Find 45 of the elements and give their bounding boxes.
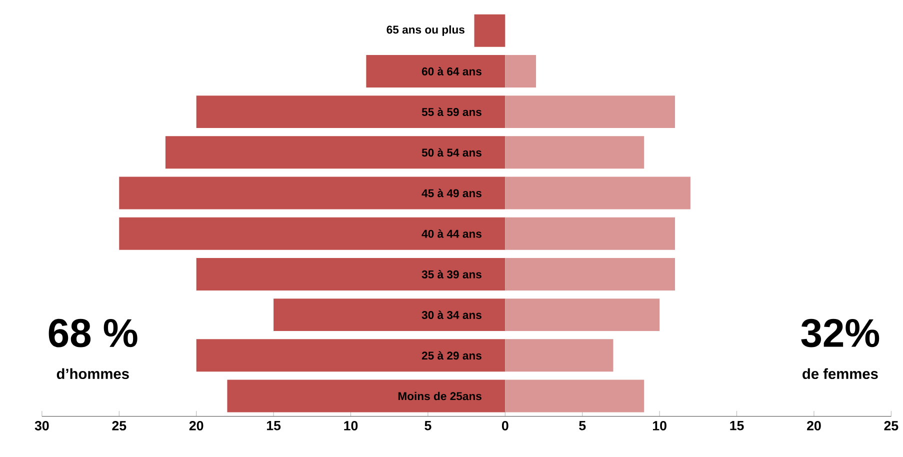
y-tick-label: 40 à 44 ans [422,229,482,238]
bar [119,176,506,210]
y-tick-label: 45 à 49 ans [422,188,482,198]
annotation: d’hommes [56,368,129,379]
bar [505,95,676,128]
x-tick-label: 5 [579,420,586,430]
y-tick-label: 55 à 59 ans [422,107,482,116]
bar [474,14,506,47]
y-tick-label: 25 à 29 ans [422,351,482,360]
bar [505,258,676,290]
bar [196,95,506,128]
bar [505,54,536,88]
bar [119,217,506,250]
y-tick-label: 30 à 34 ans [422,310,482,319]
x-tick-label: 30 [34,420,49,430]
y-tick-label: 50 à 54 ans [422,148,482,157]
bar [505,136,644,169]
x-tick-label: 25 [112,420,126,430]
annotation: 32% [801,318,880,348]
y-tick-label: 60 à 64 ans [422,66,482,76]
bar [505,298,660,331]
bar [505,176,690,210]
bar [366,54,506,88]
bar [505,380,644,412]
x-tick-label: 0 [502,420,508,430]
x-tick-label: 20 [807,420,821,430]
y-tick-label: 35 à 39 ans [422,270,482,278]
y-tick-label: 65 ans ou plus [386,25,464,36]
bar [196,258,506,290]
annotation: 68 % [48,318,138,348]
annotation: de femmes [802,368,878,379]
bar [227,380,506,412]
x-tick-label: 10 [344,420,358,430]
bar [196,339,506,372]
x-tick-label: 20 [189,420,204,430]
bar [274,298,506,331]
x-tick-label: 15 [266,420,281,430]
y-tick-label: Moins de 25ans [398,392,482,400]
bar [505,217,676,250]
x-tick-label: 10 [652,420,666,430]
x-tick-label: 15 [730,420,744,430]
x-tick-label: 25 [884,420,898,430]
bar [505,339,614,372]
x-tick-label: 5 [424,420,432,430]
bar [165,136,506,169]
